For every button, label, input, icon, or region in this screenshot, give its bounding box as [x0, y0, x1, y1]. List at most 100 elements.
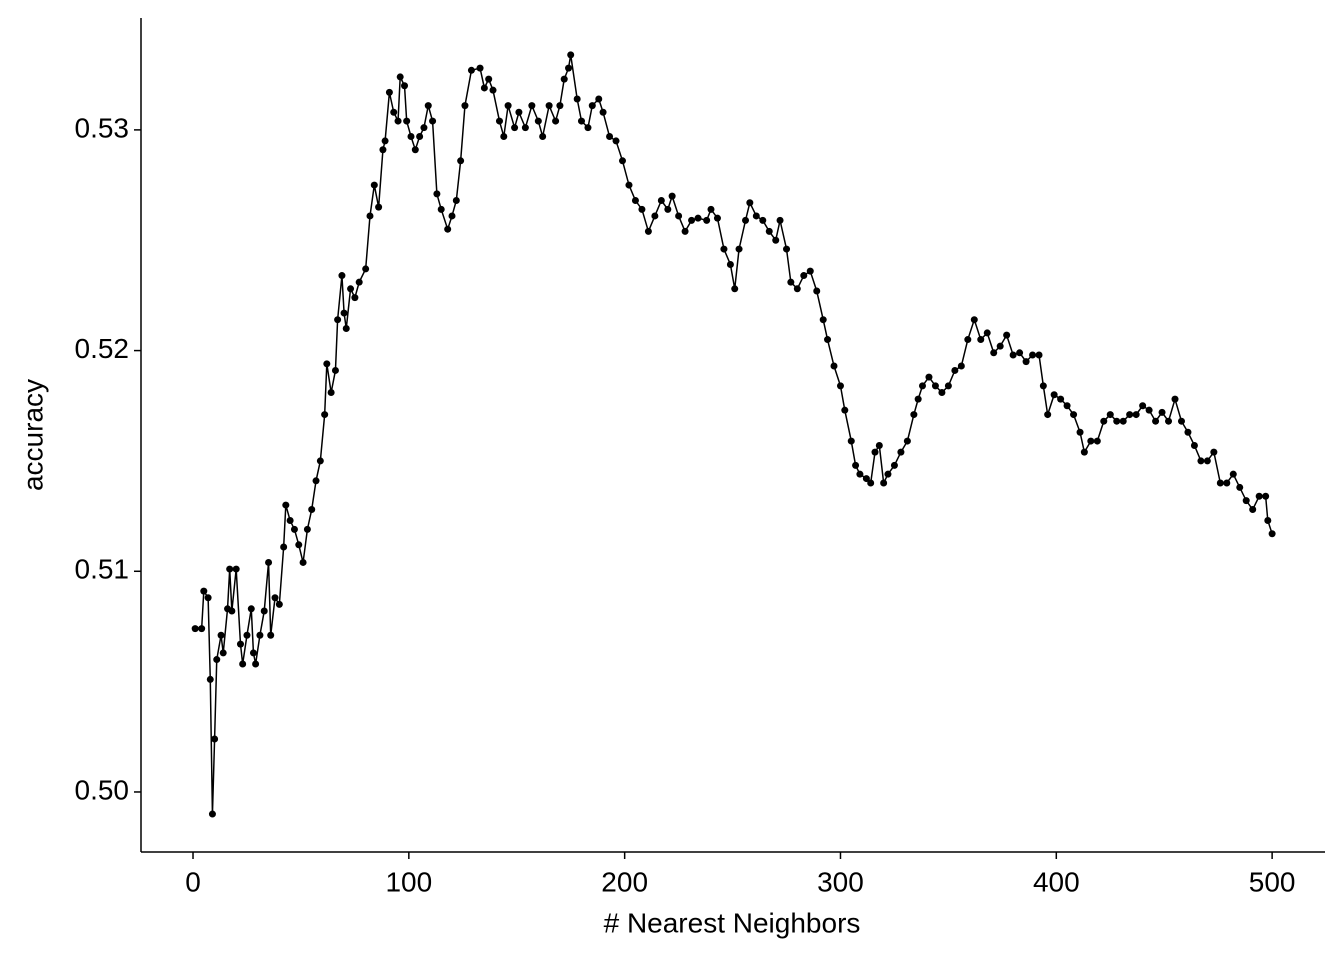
data-point — [401, 82, 409, 90]
data-point — [1100, 417, 1108, 425]
data-point — [713, 214, 721, 222]
data-point — [1093, 437, 1101, 445]
data-point — [612, 137, 620, 145]
data-point — [362, 265, 370, 273]
data-point — [437, 205, 445, 213]
data-point — [606, 133, 614, 141]
data-point — [957, 362, 965, 370]
data-point — [290, 525, 298, 533]
data-point — [897, 448, 905, 456]
data-point — [327, 389, 335, 397]
data-point — [232, 565, 240, 573]
data-point — [429, 117, 437, 125]
data-point — [703, 216, 711, 224]
data-point — [208, 810, 216, 818]
data-point — [1264, 517, 1272, 525]
data-point — [688, 216, 696, 224]
data-point — [1119, 417, 1127, 425]
data-point — [856, 470, 864, 478]
data-point — [331, 366, 339, 374]
data-point — [595, 95, 603, 103]
data-point — [765, 227, 773, 235]
data-point — [875, 441, 883, 449]
data-point — [588, 102, 596, 110]
data-point — [211, 735, 219, 743]
data-point — [668, 192, 676, 200]
data-point — [836, 382, 844, 390]
data-point — [964, 336, 972, 344]
data-point — [347, 285, 355, 293]
data-point — [1050, 391, 1058, 399]
data-point — [334, 316, 342, 324]
data-point — [476, 64, 484, 72]
data-point — [824, 336, 832, 344]
data-point — [970, 316, 978, 324]
data-point — [1190, 441, 1198, 449]
data-point — [1152, 417, 1160, 425]
data-point — [243, 631, 251, 639]
data-point — [480, 84, 488, 92]
data-point — [416, 133, 424, 141]
data-point — [1210, 448, 1218, 456]
data-point — [444, 225, 452, 233]
data-point — [914, 395, 922, 403]
data-point — [286, 517, 294, 525]
data-point — [735, 245, 743, 253]
data-point — [742, 216, 750, 224]
data-point — [731, 285, 739, 293]
data-point — [411, 146, 419, 154]
data-point — [925, 373, 933, 381]
data-point — [618, 157, 626, 165]
data-point — [219, 649, 227, 657]
data-point — [638, 205, 646, 213]
data-point — [515, 108, 523, 116]
data-point — [206, 675, 214, 683]
data-point — [625, 181, 633, 189]
data-point — [787, 278, 795, 286]
data-point — [1229, 470, 1237, 478]
data-point — [1029, 351, 1037, 359]
data-point — [1087, 437, 1095, 445]
data-point — [485, 75, 493, 83]
data-point — [539, 133, 547, 141]
data-point — [375, 203, 383, 211]
data-point — [1009, 351, 1017, 359]
data-point — [772, 236, 780, 244]
data-point — [267, 631, 275, 639]
data-point — [657, 197, 665, 205]
data-point — [467, 66, 475, 74]
data-point — [880, 479, 888, 487]
data-point — [390, 108, 398, 116]
data-point — [1236, 483, 1244, 491]
data-point — [819, 316, 827, 324]
data-point — [847, 437, 855, 445]
data-point — [342, 325, 350, 333]
data-point — [275, 600, 283, 608]
data-point — [312, 477, 320, 485]
data-point — [1076, 428, 1084, 436]
data-point — [1262, 492, 1270, 500]
x-tick-label: 500 — [1249, 866, 1296, 897]
data-point — [403, 117, 411, 125]
data-point — [448, 212, 456, 220]
data-point — [1223, 479, 1231, 487]
data-point — [565, 64, 573, 72]
data-point — [707, 205, 715, 213]
data-point — [1158, 408, 1166, 416]
data-point — [1139, 402, 1147, 410]
data-point — [813, 287, 821, 295]
data-point — [720, 245, 728, 253]
data-point — [511, 124, 519, 132]
data-point — [793, 285, 801, 293]
data-point — [977, 336, 985, 344]
data-point — [1203, 457, 1211, 465]
data-point — [461, 102, 469, 110]
data-point — [1242, 497, 1250, 505]
data-point — [424, 102, 432, 110]
data-point — [884, 470, 892, 478]
data-point — [1132, 411, 1140, 419]
data-point — [489, 86, 497, 94]
data-point — [931, 382, 939, 390]
data-point — [226, 565, 234, 573]
data-point — [260, 607, 268, 615]
